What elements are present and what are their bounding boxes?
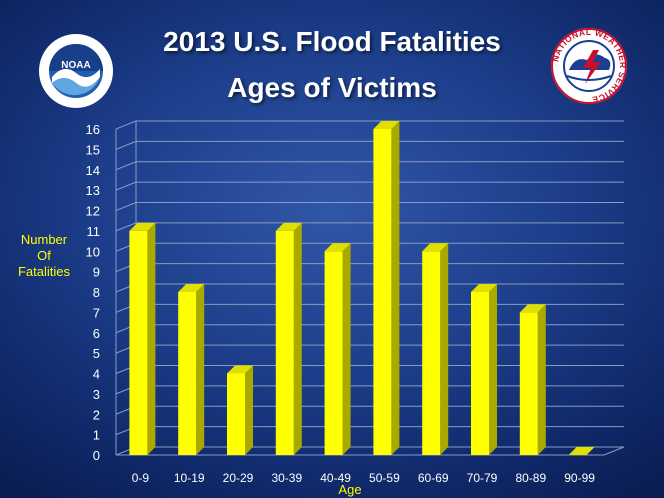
bar	[324, 243, 351, 455]
bar-front	[519, 312, 538, 455]
x-tick-label: 30-39	[271, 471, 302, 485]
y-tick-label: 5	[93, 346, 100, 361]
bar-front	[227, 373, 245, 455]
x-tick-label: 40-49	[320, 471, 351, 485]
gridline-side	[115, 222, 137, 232]
bar-front	[471, 292, 489, 455]
noaa-logo-icon: NOAA	[39, 34, 113, 108]
bar	[422, 243, 449, 455]
bar-top	[519, 304, 546, 313]
bar-side	[293, 222, 302, 455]
bar-front	[129, 230, 148, 455]
y-axis-label: Number Of Fatalities	[4, 232, 84, 280]
bar-side	[245, 365, 253, 455]
bar	[227, 365, 253, 455]
bar	[275, 222, 302, 455]
bar	[373, 121, 400, 455]
gridline-side	[115, 181, 137, 191]
bar-front	[178, 292, 197, 455]
y-tick-label: 3	[93, 387, 100, 402]
gridline-side	[115, 202, 137, 211]
gridline-side	[115, 120, 137, 130]
y-tick-label: 8	[93, 285, 100, 300]
bar	[519, 304, 546, 455]
y-tick-label: 10	[86, 244, 100, 259]
bar	[568, 447, 595, 455]
x-tick-label: 0-9	[132, 471, 150, 485]
y-tick-label: 13	[86, 183, 100, 198]
y-tick-label: 6	[93, 326, 100, 341]
y-tick-label: 4	[93, 367, 100, 382]
y-tick-label: 14	[86, 163, 100, 178]
x-tick-label: 70-79	[467, 471, 498, 485]
bar-top	[227, 365, 253, 374]
bar-side	[147, 222, 156, 455]
bar-top	[568, 447, 595, 455]
x-axis-label: Age	[338, 482, 362, 497]
bar-side	[440, 243, 449, 455]
y-tick-label: 0	[93, 448, 100, 463]
y-axis-label-line2: Of	[37, 248, 51, 263]
y-tick-label: 7	[93, 305, 100, 320]
gridline-side	[115, 140, 137, 150]
x-tick-label: 50-59	[369, 471, 400, 485]
floor-edge	[603, 446, 625, 456]
bar-front	[373, 129, 392, 455]
bar	[471, 284, 497, 455]
bar-side	[196, 284, 205, 455]
bar-top	[324, 243, 351, 252]
bar	[129, 222, 156, 455]
y-tick-label: 11	[87, 224, 101, 239]
bar-side	[342, 243, 351, 455]
bar-top	[178, 284, 205, 292]
bar-front	[275, 230, 294, 455]
bar-front	[324, 251, 343, 455]
slide-title-line2: Ages of Victims	[227, 72, 437, 103]
y-tick-label: 9	[93, 265, 100, 280]
y-tick-label: 15	[86, 142, 100, 157]
slide-title-line1: 2013 U.S. Flood Fatalities	[163, 26, 501, 57]
noaa-logo-text: NOAA	[61, 60, 90, 71]
bar-top	[129, 222, 156, 231]
x-tick-label: 80-89	[515, 471, 546, 485]
x-tick-label: 20-29	[223, 471, 254, 485]
gridline-side	[115, 161, 137, 171]
y-tick-label: 12	[86, 204, 100, 219]
y-tick-label: 1	[93, 428, 100, 443]
bar-top	[422, 243, 449, 252]
y-axis-label-line1: Number	[20, 232, 68, 247]
nws-logo-icon: NATIONAL WEATHER SERVICE	[550, 27, 627, 105]
bar-top	[471, 284, 497, 292]
bar-side	[489, 284, 497, 455]
y-axis-label-line3: Fatalities	[17, 264, 71, 279]
bar-front	[422, 251, 441, 455]
x-tick-label: 60-69	[418, 471, 449, 485]
bar-side	[537, 304, 546, 455]
y-tick-label: 16	[86, 122, 100, 137]
bars	[129, 121, 595, 455]
x-tick-label: 90-99	[564, 471, 595, 485]
y-tick-label: 2	[93, 407, 100, 422]
bar-side	[391, 121, 400, 455]
bar-top	[275, 222, 302, 231]
bar	[178, 284, 205, 455]
bar-top	[373, 121, 400, 129]
x-tick-label: 10-19	[174, 471, 205, 485]
